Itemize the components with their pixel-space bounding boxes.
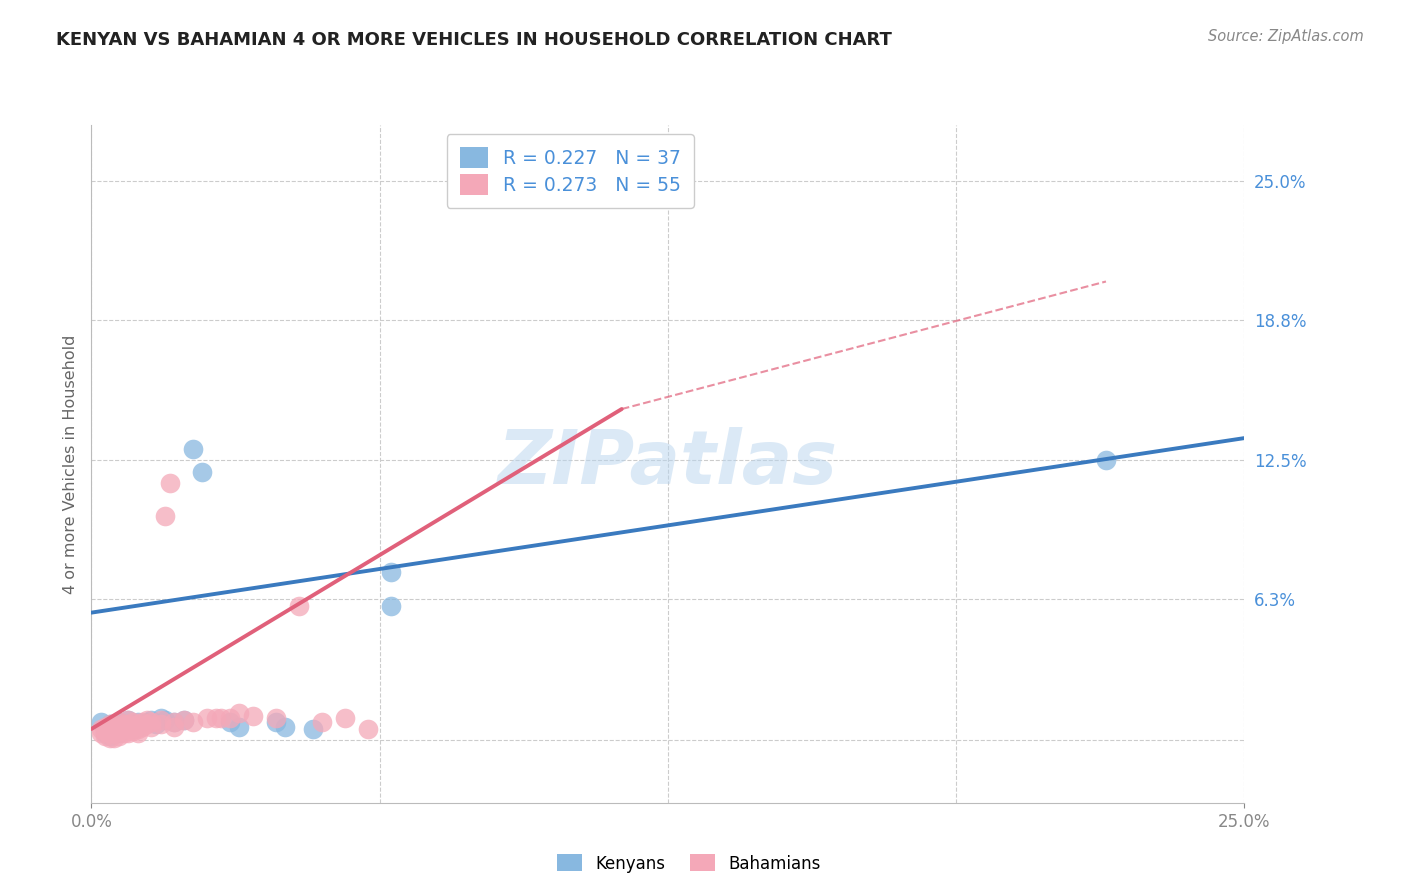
Point [163,715,186,730]
Text: KENYAN VS BAHAMIAN 4 OR MORE VEHICLES IN HOUSEHOLD CORRELATION CHART: KENYAN VS BAHAMIAN 4 OR MORE VEHICLES IN… [56,31,893,49]
Point [264,711,287,725]
Point [108,729,131,743]
Point [94,722,117,736]
Point [163,715,186,730]
Point [94,726,117,740]
Point [98,717,121,731]
Point [131,717,153,731]
Point [149,717,172,731]
Point [122,720,145,734]
Point [135,717,157,731]
Point [218,711,240,725]
Point [301,722,323,736]
Point [131,720,153,734]
Point [108,715,131,730]
Point [333,711,356,725]
Point [131,715,153,730]
Legend: R = 0.227   N = 37, R = 0.273   N = 55: R = 0.227 N = 37, R = 0.273 N = 55 [447,135,695,208]
Point [127,720,149,734]
Point [274,720,297,734]
Point [311,715,333,730]
Point [153,713,176,727]
Point [112,717,135,731]
Point [205,711,228,725]
Point [112,726,135,740]
Point [103,731,125,745]
Point [108,724,131,739]
Point [108,726,131,740]
Point [94,720,117,734]
Point [141,715,163,730]
Point [90,726,112,740]
Point [228,706,250,721]
Point [108,715,131,730]
Point [122,717,145,731]
Legend: Kenyans, Bahamians: Kenyans, Bahamians [550,847,828,880]
Point [159,475,181,490]
Point [117,713,139,727]
Point [98,722,121,736]
Point [135,713,157,727]
Point [94,724,117,739]
Point [108,722,131,736]
Y-axis label: 4 or more Vehicles in Household: 4 or more Vehicles in Household [62,334,77,593]
Point [127,726,149,740]
Point [218,715,240,730]
Point [195,711,218,725]
Point [264,715,287,730]
Point [173,713,195,727]
Point [122,724,145,739]
Point [117,720,139,734]
Point [153,509,176,524]
Point [127,722,149,736]
Point [149,713,172,727]
Point [163,720,186,734]
Point [103,720,125,734]
Point [149,711,172,725]
Point [103,726,125,740]
Point [103,726,125,740]
Point [122,722,145,736]
Text: Source: ZipAtlas.com: Source: ZipAtlas.com [1208,29,1364,44]
Point [112,717,135,731]
Point [98,731,121,745]
Point [127,715,149,730]
Point [98,726,121,740]
Text: ZIPatlas: ZIPatlas [498,427,838,500]
Point [380,566,402,580]
Point [90,722,112,736]
Point [90,715,112,730]
Point [141,720,163,734]
Point [103,717,125,731]
Point [117,713,139,727]
Point [103,722,125,736]
Point [98,724,121,739]
Point [117,726,139,740]
Point [108,720,131,734]
Point [141,713,163,727]
Point [117,717,139,731]
Point [94,729,117,743]
Point [112,722,135,736]
Point [117,722,139,736]
Point [98,729,121,743]
Point [127,717,149,731]
Point [98,717,121,731]
Point [173,713,195,727]
Point [145,717,167,731]
Point [1095,453,1118,467]
Point [242,708,264,723]
Point [288,599,311,613]
Point [191,465,214,479]
Point [112,722,135,736]
Point [228,720,250,734]
Point [122,715,145,730]
Point [357,722,380,736]
Point [181,715,204,730]
Point [135,715,157,730]
Point [209,711,232,725]
Point [181,442,204,457]
Point [380,599,402,613]
